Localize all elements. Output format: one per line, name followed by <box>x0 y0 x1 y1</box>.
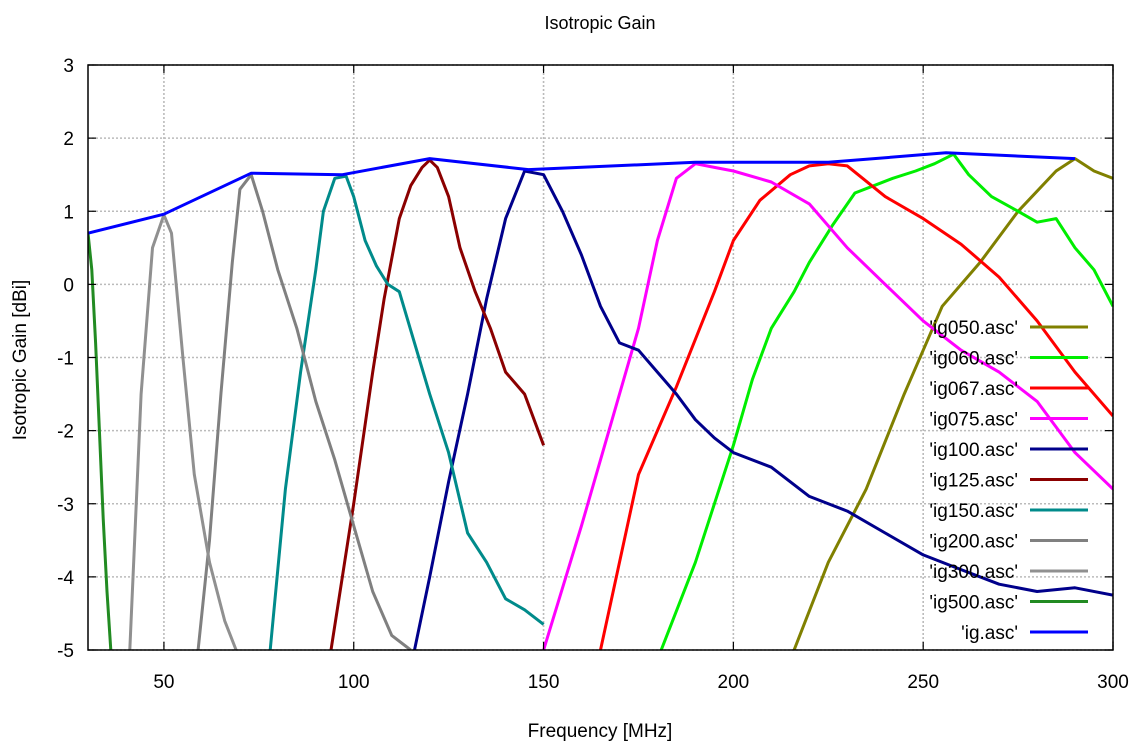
legend-label: 'ig100.asc' <box>929 440 1018 461</box>
y-tick-label: 0 <box>63 275 74 296</box>
legend-label: 'ig075.asc' <box>929 410 1018 431</box>
series-line-ig075-asc <box>542 162 1113 650</box>
series-lines <box>88 151 1113 650</box>
legend-label: 'ig200.asc' <box>929 532 1018 553</box>
x-axis-label: Frequency [MHz] <box>528 721 673 742</box>
x-tick-label: 300 <box>1097 672 1129 693</box>
legend: 'ig050.asc' 'ig060.asc' 'ig067.asc' 'ig075.… <box>929 318 1088 644</box>
legend-label: 'ig500.asc' <box>929 593 1018 614</box>
y-axis-label: Isotropic Gain [dBi] <box>10 280 31 441</box>
series-line-ig125-asc <box>329 158 546 650</box>
y-tick-label: -3 <box>57 495 74 516</box>
y-tick-label: 3 <box>63 56 74 77</box>
x-tick-label: 250 <box>907 672 939 693</box>
series-line-ig500-asc <box>88 233 113 650</box>
legend-label: 'ig050.asc' <box>929 318 1018 339</box>
x-tick-label: 100 <box>338 672 370 693</box>
legend-label: 'ig300.asc' <box>929 562 1018 583</box>
x-tick-label: 150 <box>528 672 560 693</box>
chart-title: Isotropic Gain <box>544 13 655 33</box>
legend-label: 'ig.asc' <box>961 623 1018 644</box>
axis-ticks: 50 100 150 200 250 300 3 2 1 0 -1 -2 -3 -4 -5 <box>57 56 1129 693</box>
x-tick-label: 200 <box>718 672 750 693</box>
y-tick-label: 1 <box>63 202 74 223</box>
series-line-ig150-asc <box>268 174 545 650</box>
legend-label: 'ig150.asc' <box>929 501 1018 522</box>
legend-label: 'ig060.asc' <box>929 349 1018 370</box>
y-tick-label: -2 <box>57 422 74 443</box>
series-line-ig-asc <box>88 151 1076 235</box>
legend-label: 'ig125.asc' <box>929 471 1018 492</box>
y-tick-label: -1 <box>57 349 74 370</box>
y-tick-label: -4 <box>57 568 74 589</box>
x-tick-label: 50 <box>153 672 174 693</box>
legend-label: 'ig067.asc' <box>929 379 1018 400</box>
y-tick-label: 2 <box>63 129 74 150</box>
y-tick-label: -5 <box>57 641 74 662</box>
series-line-ig200-asc <box>196 173 412 650</box>
series-line-ig060-asc <box>659 152 1113 650</box>
series-line-ig100-asc <box>413 169 1113 650</box>
series-line-ig300-asc <box>128 213 238 650</box>
